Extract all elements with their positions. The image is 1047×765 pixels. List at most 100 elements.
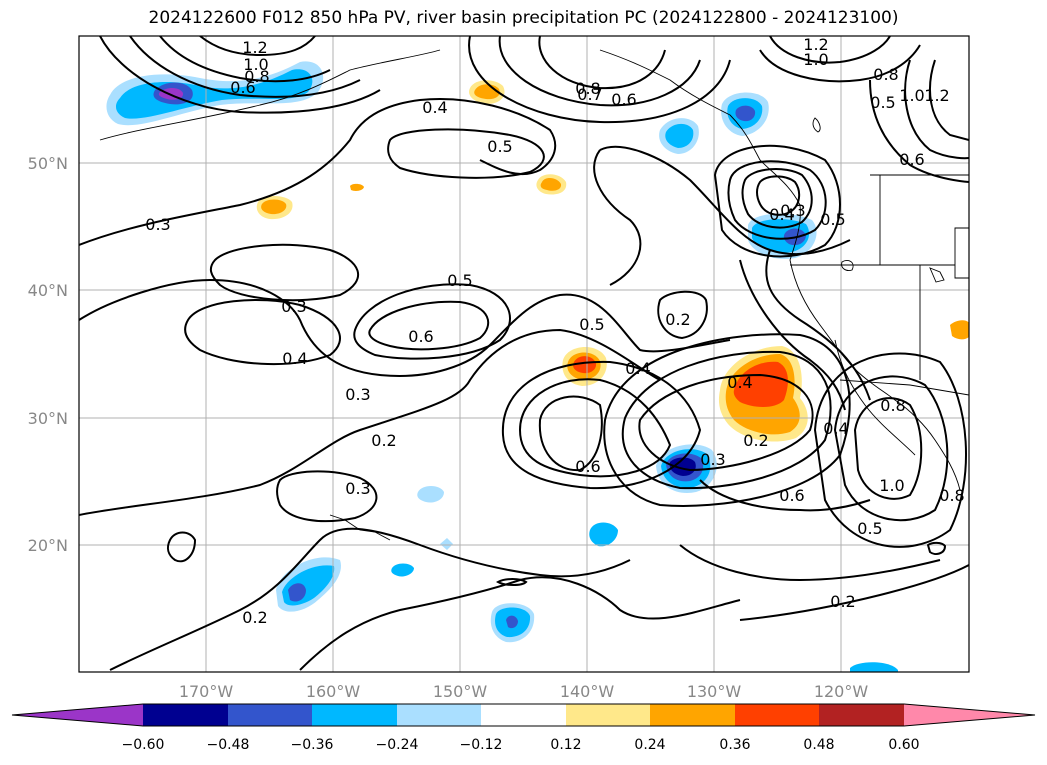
pv-contour-labels: 1.21.00.80.60.40.50.30.80.7 0.61.21.00.80… [145,35,964,627]
shade-feature [659,118,699,154]
pv-contours [79,36,969,671]
longitude-axis: 170°W 160°W 150°W 140°W 130°W 120°W [179,682,869,701]
coastline [329,514,391,541]
pv-contour-label: 0.2 [371,431,396,450]
pv-contour-label: 0.4 [282,349,307,368]
pv-contour [501,360,702,490]
colorbar-segment [228,704,312,726]
colorbar-tick-label: −0.24 [376,737,419,753]
coastline [834,339,916,456]
pv-contour [538,36,666,90]
lat-tick-label: 30°N [28,409,68,428]
colorbar-extend-low [12,704,143,726]
pv-contour [713,144,841,258]
colorbar-tick-label: 0.24 [634,737,665,753]
colorbar-tick-label: 0.12 [550,737,581,753]
pv-contour-label: 0.3 [345,385,370,404]
colorbar-segment [566,704,650,726]
pv-contour-label: 0.2 [743,431,768,450]
shade-feature [391,563,414,577]
shade-feature [256,196,293,220]
colorbar-tick-label: 0.36 [719,737,750,753]
pv-contour [109,527,631,671]
colorbar-segment [481,704,566,726]
pv-contour-label: 1.2 [924,86,949,105]
pv-contour [159,36,331,83]
colorbar-tick-label: −0.48 [207,737,250,753]
pv-contour-label: 0.8 [873,65,898,84]
pv-contour [813,352,968,548]
colorbar-tick-label: −0.60 [122,737,165,753]
pv-contour-label: 0.7 [577,85,602,104]
colorbar-segment [650,704,735,726]
pv-contour [929,59,969,141]
coastline [841,259,854,271]
pv-contour-label: 0.6 [779,486,804,505]
pv-contour [853,397,923,500]
pv-contour-label: 0.4 [727,373,752,392]
pv-contour [739,564,969,621]
colorbar-tick-label: 0.60 [888,737,919,753]
pv-contour [79,98,557,246]
pv-contour-label: 1.2 [803,35,828,54]
shade-feature [417,486,444,503]
pv-contour-label: 0.3 [345,479,370,498]
pv-contour [353,283,511,360]
coastlines [99,49,969,541]
pv-contour-label: 1.0 [243,55,268,74]
pv-contour-label: 0.2 [830,592,855,611]
colorbar-labels: −0.60 −0.48 −0.36 −0.24 −0.12 0.12 0.24 … [122,737,920,753]
coastline [954,227,969,279]
colorbar-tick-label: −0.12 [460,737,503,753]
latitude-axis: 50°N 40°N 30°N 20°N [28,154,68,555]
colorbar-segment [312,704,397,726]
pv-contour [129,36,361,98]
coastline [789,259,961,491]
pv-contour-label: 0.6 [611,90,636,109]
pv-contour-label: 0.5 [487,137,512,156]
pv-contour [599,145,851,256]
pv-contour [518,378,672,478]
shade-feature [850,662,898,672]
pv-contour-label: 1.0 [899,86,924,105]
lat-tick-label: 50°N [28,154,68,173]
pv-contour [209,243,360,302]
shade-feature [589,522,618,547]
coastline [839,379,969,396]
pv-contour [904,59,969,160]
pv-contour [926,541,947,555]
lon-tick-label: 130°W [687,682,742,701]
pv-contour-label: 0.8 [880,396,905,415]
pv-contour [166,531,197,563]
shade-feature [469,80,505,104]
pv-contour-label: 1.0 [879,476,904,495]
pv-contour-label: 0.4 [823,419,848,438]
page-title: 2024122600 F012 850 hPa PV, river basin … [148,8,899,28]
pv-contour [699,479,871,512]
shade-feature [950,320,969,340]
colorbar-tick-label: 0.48 [803,737,834,753]
pv-contour [99,36,381,114]
pv-contour-label: 0.3 [281,297,306,316]
pv-contour [495,578,528,586]
pv-contour [368,300,490,351]
graticule [79,36,969,672]
shade-feature [718,346,808,442]
pv-contour-label: 0.6 [899,150,924,169]
coastline [929,267,945,283]
pv-contour-label: 0.6 [230,78,255,97]
map-frame [78,35,970,673]
pv-contour-label: 0.5 [579,315,604,334]
lon-tick-label: 170°W [179,682,234,701]
pv-contour [498,36,701,107]
pv-contour [741,168,813,229]
shade-feature [440,538,453,550]
colorbar-segment [735,704,819,726]
pv-contour-label: 0.3 [700,450,725,469]
colorbar-segment [397,704,481,726]
lon-tick-label: 120°W [814,682,869,701]
pv-contour [769,36,891,64]
colorbar [11,703,1036,727]
pv-contour [387,128,545,179]
